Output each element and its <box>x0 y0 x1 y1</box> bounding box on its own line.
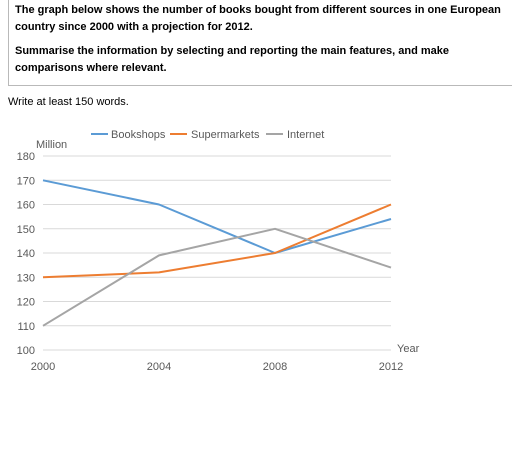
y-tick-label: 100 <box>17 345 35 357</box>
y-tick-label: 150 <box>17 224 35 236</box>
x-tick-label: 2012 <box>379 361 403 373</box>
series-line-supermarkets <box>42 203 392 279</box>
x-tick-label: 2004 <box>147 361 171 373</box>
y-tick-label: 140 <box>17 248 35 260</box>
legend-label-bookshops: Bookshops <box>111 129 166 141</box>
word-count-instruction: Write at least 150 words. <box>8 96 129 108</box>
y-tick-label: 180 <box>17 151 35 163</box>
series-line-internet <box>42 227 392 327</box>
line-chart: 100 110 120 130 140 150 160 170 180 2000 2004 2008 2… <box>17 129 420 373</box>
task-instruction: Summarise the information by selecting a… <box>15 45 449 74</box>
task-prompt-box: The graph below shows the number of book… <box>8 0 512 86</box>
x-tick-label: 2000 <box>31 361 55 373</box>
x-tick-label: 2008 <box>263 361 287 373</box>
y-tick-label: 120 <box>17 297 35 309</box>
legend-label-internet: Internet <box>287 129 324 141</box>
x-axis-title: Year <box>397 343 420 355</box>
y-tick-label: 170 <box>17 175 35 187</box>
y-tick-label: 160 <box>17 200 35 212</box>
legend-label-supermarkets: Supermarkets <box>191 129 260 141</box>
y-tick-label: 110 <box>17 321 35 333</box>
task-description: The graph below shows the number of book… <box>15 4 501 33</box>
y-tick-label: 130 <box>17 272 35 284</box>
y-axis-title: Million <box>36 139 67 151</box>
series-line-bookshops <box>42 179 392 254</box>
